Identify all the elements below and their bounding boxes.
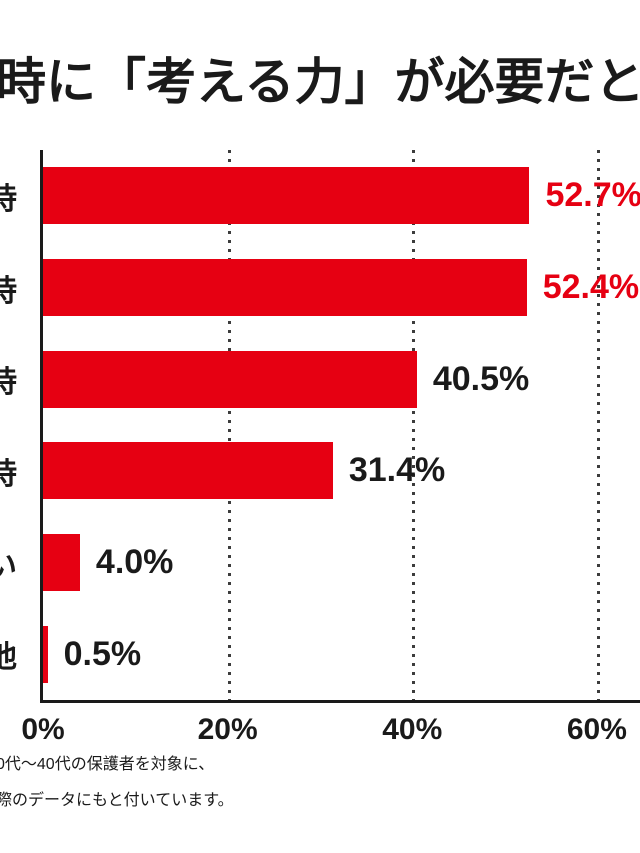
footnote-line-1: 0代～40代の保護者を対象に、	[0, 756, 215, 773]
bar	[43, 625, 48, 683]
category-label: 時	[0, 274, 17, 308]
x-tick-label: 20%	[197, 713, 258, 746]
x-tick-label: 0%	[21, 713, 65, 746]
plot-area: 時 52.7% 時 52.4% 時 40.5% 時 31.	[0, 150, 640, 703]
footnotes: 0代～40代の保護者を対象に、 際のデータにもと付いています。	[0, 750, 234, 822]
bar-chart: 時 52.7% 時 52.4% 時 40.5% 時 31.	[0, 150, 640, 753]
bar-rows: 時 52.7% 時 52.4% 時 40.5% 時 31.	[0, 150, 640, 700]
bar	[43, 350, 417, 408]
bar-row: い 4.0%	[0, 517, 640, 609]
footnote-line-2: 際のデータにもと付いています。	[0, 792, 234, 809]
page-title: 時に「考える力」が必要だと	[0, 54, 640, 110]
gridline	[596, 150, 600, 700]
value-label: 0.5%	[63, 634, 142, 673]
bar	[43, 534, 80, 592]
value-label: 40.5%	[432, 359, 530, 398]
gridline	[227, 150, 231, 700]
bar-row: 他 0.5%	[0, 608, 640, 700]
category-label: 時	[0, 457, 17, 491]
bar	[43, 442, 333, 500]
category-label: 他	[0, 641, 17, 675]
x-tick-label: 40%	[382, 713, 443, 746]
value-label: 52.7%	[545, 176, 640, 215]
bar	[43, 259, 527, 316]
value-label: 4.0%	[95, 543, 174, 582]
bar	[43, 167, 530, 225]
value-label: 31.4%	[348, 451, 446, 490]
bar-row: 時 40.5%	[0, 333, 640, 425]
value-label: 52.4%	[542, 268, 640, 306]
bar-row: 時 31.4%	[0, 425, 640, 517]
bar-row: 時 52.7%	[0, 150, 640, 242]
category-label: い	[0, 549, 17, 583]
category-label: 時	[0, 366, 17, 400]
x-axis: 0% 20% 40% 60%	[21, 703, 640, 753]
gridline	[412, 150, 416, 700]
category-label: 時	[0, 182, 17, 216]
x-tick-label: 60%	[566, 713, 627, 746]
bar-row: 時 52.4%	[0, 242, 640, 334]
